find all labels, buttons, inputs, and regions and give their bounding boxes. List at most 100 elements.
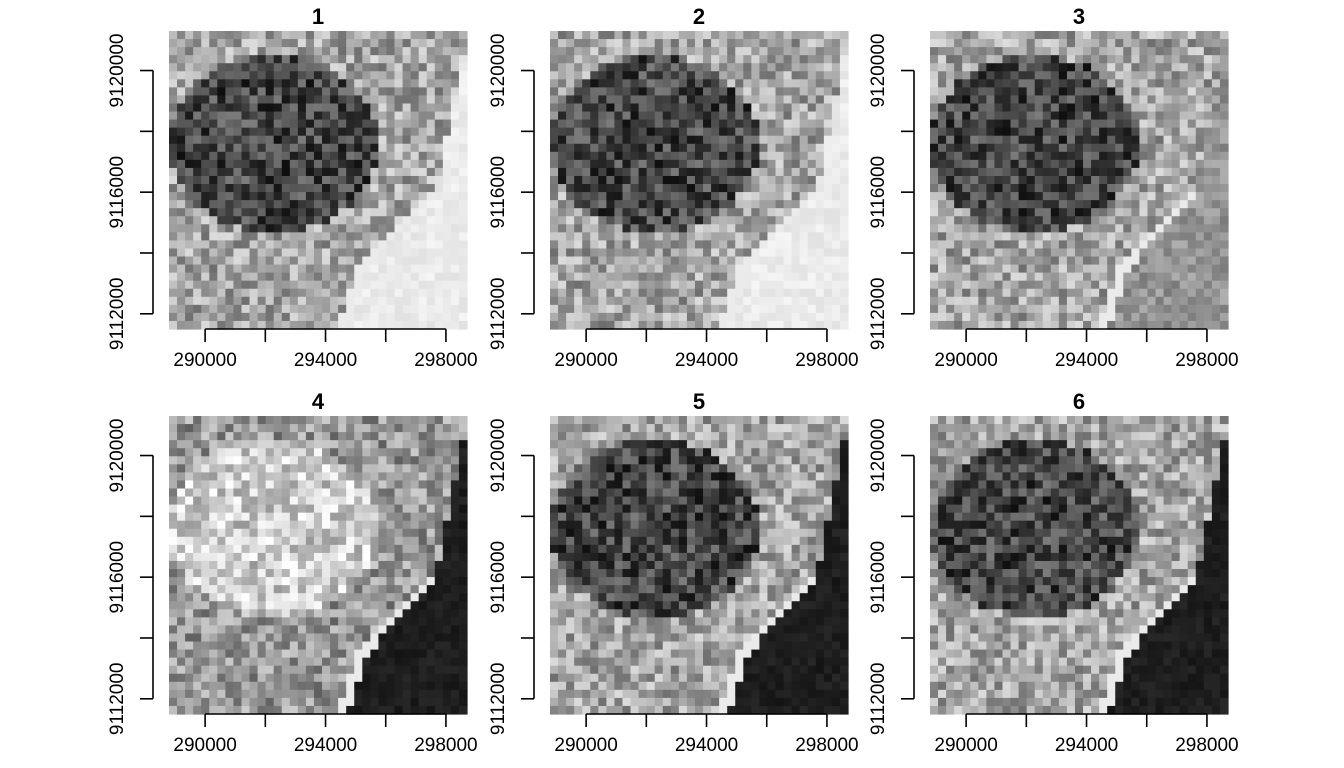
raster-cell bbox=[807, 111, 817, 121]
raster-cell bbox=[775, 167, 785, 177]
raster-cell bbox=[1010, 208, 1020, 217]
raster-cell bbox=[185, 536, 194, 546]
raster-cell bbox=[434, 39, 444, 48]
raster-cell bbox=[257, 47, 267, 56]
raster-cell bbox=[978, 31, 987, 40]
raster-cell bbox=[686, 192, 696, 201]
raster-cell bbox=[759, 312, 769, 322]
raster-cell bbox=[807, 167, 817, 177]
raster-cell bbox=[767, 208, 777, 217]
raster-cell bbox=[614, 264, 624, 274]
raster-cell bbox=[297, 544, 307, 554]
raster-cell bbox=[978, 151, 987, 161]
raster-cell bbox=[727, 63, 736, 72]
raster-cell bbox=[418, 488, 428, 498]
raster-cell bbox=[566, 167, 575, 177]
raster-cell bbox=[225, 87, 235, 97]
raster-cell bbox=[1171, 248, 1181, 258]
raster-cell bbox=[201, 55, 210, 64]
raster-cell bbox=[1026, 264, 1036, 274]
raster-cell bbox=[1010, 296, 1020, 306]
raster-cell bbox=[986, 296, 996, 306]
raster-cell bbox=[378, 472, 388, 482]
raster-cell bbox=[442, 272, 452, 282]
raster-cell bbox=[1219, 55, 1229, 64]
raster-cell bbox=[558, 200, 567, 209]
raster-cell bbox=[241, 232, 251, 241]
raster-cell bbox=[767, 216, 777, 225]
raster-cell bbox=[225, 496, 235, 506]
raster-cell bbox=[394, 512, 404, 522]
raster-cell bbox=[686, 280, 696, 290]
raster-cell bbox=[193, 216, 202, 225]
raster-cell bbox=[370, 135, 379, 145]
raster-cell bbox=[807, 127, 817, 137]
raster-cell bbox=[346, 496, 355, 506]
raster-cell bbox=[1050, 232, 1060, 241]
raster-cell bbox=[217, 472, 226, 482]
raster-cell bbox=[614, 39, 624, 48]
raster-cell bbox=[1163, 79, 1173, 88]
raster-cell bbox=[233, 63, 243, 72]
raster-cell bbox=[458, 127, 468, 137]
raster-cell bbox=[735, 200, 744, 209]
raster-cell bbox=[727, 312, 736, 322]
raster-cell bbox=[823, 240, 833, 250]
raster-cell bbox=[630, 264, 640, 274]
raster-cell bbox=[646, 31, 656, 40]
raster-cell bbox=[450, 448, 460, 457]
raster-cell bbox=[362, 312, 371, 322]
raster-cell bbox=[1115, 248, 1124, 258]
raster-cell bbox=[1163, 216, 1173, 225]
raster-cell bbox=[1018, 272, 1028, 282]
raster-cell bbox=[1050, 135, 1060, 145]
raster-cell bbox=[434, 55, 444, 64]
raster-cell bbox=[1115, 143, 1124, 153]
raster-cell bbox=[1058, 192, 1068, 201]
raster-cell bbox=[313, 111, 323, 121]
raster-cell bbox=[1187, 184, 1197, 193]
raster-cell bbox=[1115, 31, 1124, 40]
raster-cell bbox=[273, 216, 283, 225]
raster-cell bbox=[839, 31, 849, 40]
raster-cell bbox=[703, 288, 712, 298]
raster-cell bbox=[550, 288, 559, 298]
raster-cell bbox=[646, 47, 656, 56]
raster-cell bbox=[225, 536, 235, 546]
raster-cell bbox=[233, 512, 243, 522]
raster-cell bbox=[938, 103, 947, 113]
raster-cell bbox=[759, 87, 769, 97]
raster-cell bbox=[362, 464, 371, 473]
raster-cell bbox=[994, 288, 1004, 298]
raster-cell bbox=[410, 528, 420, 538]
raster-cell bbox=[450, 39, 460, 48]
raster-cell bbox=[815, 184, 825, 193]
raster-cell bbox=[410, 143, 420, 153]
raster-cell bbox=[654, 320, 664, 330]
raster-cell bbox=[1187, 304, 1197, 314]
raster-cell bbox=[799, 55, 809, 64]
raster-cell bbox=[654, 167, 664, 177]
raster-cell bbox=[370, 272, 379, 282]
raster-cell bbox=[362, 31, 371, 40]
raster-cell bbox=[434, 528, 444, 538]
raster-cell bbox=[177, 240, 186, 250]
raster-cell bbox=[711, 167, 720, 177]
raster-cell bbox=[646, 95, 656, 105]
raster-cell bbox=[946, 63, 955, 72]
raster-cell bbox=[678, 47, 688, 56]
raster-cell bbox=[330, 569, 339, 578]
raster-cell bbox=[1074, 312, 1084, 322]
raster-cell bbox=[711, 119, 720, 129]
raster-cell bbox=[946, 296, 955, 306]
raster-cell bbox=[257, 320, 267, 330]
raster-cell bbox=[249, 320, 259, 330]
raster-cell bbox=[322, 496, 331, 506]
raster-cell bbox=[1091, 304, 1100, 314]
raster-cell bbox=[402, 95, 412, 105]
raster-cell bbox=[177, 296, 186, 306]
raster-cell bbox=[582, 224, 591, 233]
raster-cell bbox=[1026, 320, 1036, 330]
raster-cell bbox=[201, 488, 210, 498]
